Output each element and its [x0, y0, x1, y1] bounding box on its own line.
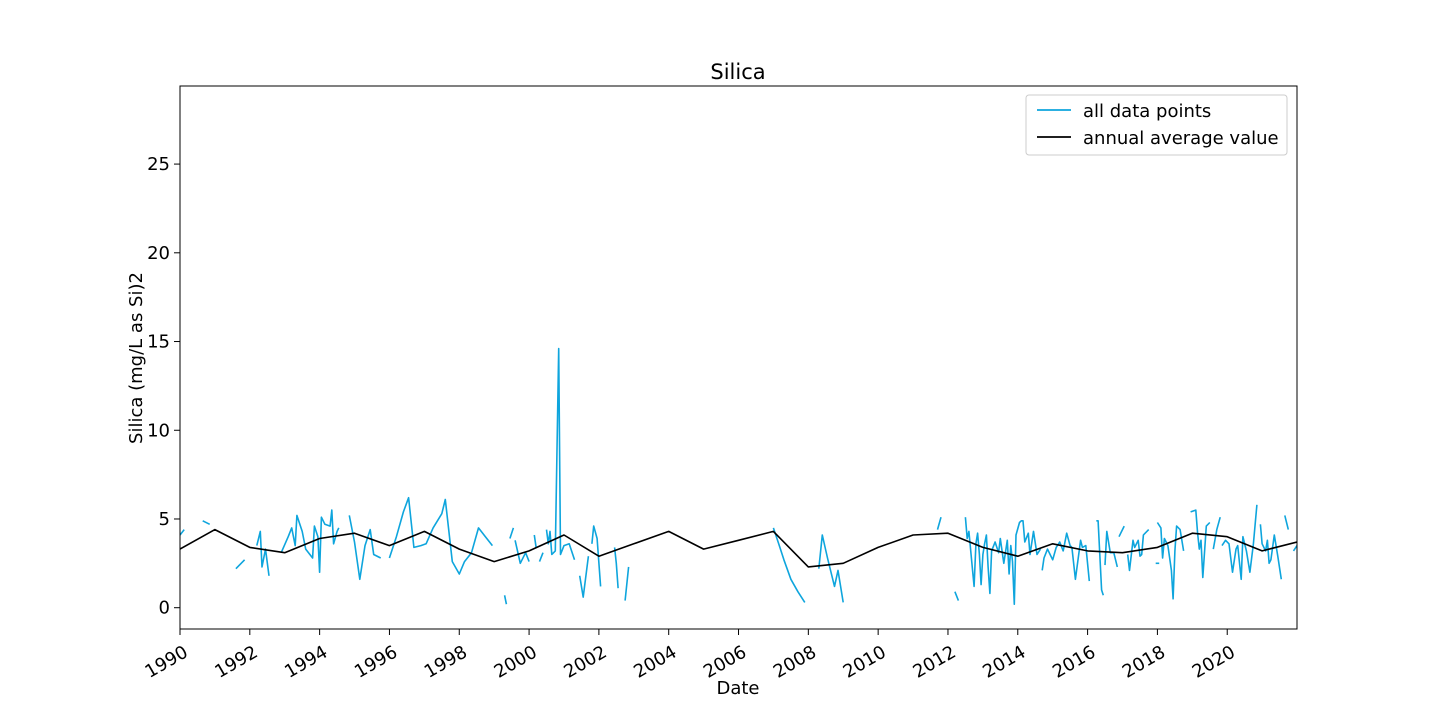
data-series-segment-17 — [772, 527, 806, 603]
data-series-segment-9 — [514, 540, 530, 565]
data-series-segment-32 — [1259, 524, 1283, 580]
chart-title: Silica — [710, 60, 765, 84]
annual-average-line — [180, 528, 1297, 568]
data-series-segment-18 — [818, 534, 844, 603]
legend-box — [1025, 94, 1288, 156]
y-tick-label-10: 10 — [147, 420, 170, 441]
data-series-segment-0 — [180, 529, 185, 536]
data-series-segment-21 — [964, 517, 1042, 606]
y-tick-label-5: 5 — [159, 509, 170, 530]
y-tick-label-20: 20 — [147, 243, 170, 264]
data-series-segment-19 — [936, 516, 942, 530]
y-axis: 0 5 10 15 20 25 — [147, 154, 180, 619]
data-series-segment-30 — [1212, 516, 1221, 550]
data-series-segment-3 — [256, 530, 270, 576]
data-series-segment-26 — [1126, 529, 1150, 572]
data-series-segment-23 — [1096, 519, 1105, 596]
data-series-segment-8 — [509, 527, 515, 539]
data-series-segment-10 — [533, 534, 537, 548]
data-series-segment-14 — [591, 525, 602, 587]
data-series-segment-1 — [202, 520, 211, 526]
legend-label-all-data: all data points — [1083, 101, 1211, 122]
y-tick-label-0: 0 — [159, 598, 170, 619]
y-axis-label: Silica (mg/L as Si)2 — [126, 272, 147, 444]
data-series-segment-6 — [388, 496, 494, 575]
data-series-segment-2 — [235, 559, 246, 570]
data-series-segment-31 — [1221, 504, 1258, 581]
data-series-segment-34 — [1292, 545, 1297, 552]
data-series-segment-13 — [578, 556, 590, 598]
y-tick-label-15: 15 — [147, 332, 170, 353]
data-series-segment-11 — [538, 552, 544, 562]
legend-label-annual-average: annual average value — [1083, 128, 1279, 149]
data-series-segment-7 — [503, 595, 508, 605]
data-series-segment-5 — [348, 515, 382, 581]
data-series-segment-25 — [1118, 525, 1125, 538]
y-tick-label-25: 25 — [147, 154, 170, 175]
data-series-segment-28 — [1156, 522, 1185, 600]
x-axis-label: Date — [716, 678, 759, 699]
data-series-segment-12 — [545, 347, 576, 561]
data-series-segment-22 — [1041, 532, 1091, 582]
data-series-segment-15 — [613, 547, 619, 589]
data-series-segment-4 — [280, 509, 340, 574]
plot-area — [180, 347, 1297, 606]
legend: all data points annual average value — [1025, 94, 1288, 156]
data-series-segment-20 — [954, 591, 960, 601]
data-series-segment-16 — [624, 566, 630, 601]
data-series-segment-33 — [1284, 515, 1290, 530]
